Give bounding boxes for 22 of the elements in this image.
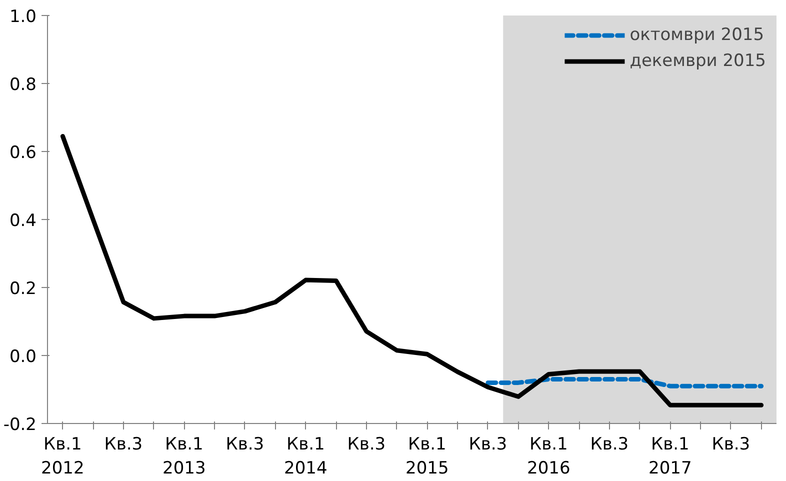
x-tick-label: Кв.3 [347,434,386,454]
x-tick-label: Кв.1 2013 [162,434,206,478]
legend-label: октомври 2015 [630,25,764,45]
x-tick-label: Кв.1 2017 [648,434,692,478]
x-tick-label: Кв.1 2014 [284,434,328,478]
legend-label: декември 2015 [630,51,766,71]
line-series [60,134,764,408]
x-tick-label: Кв.1 2015 [406,434,449,478]
y-tick-label: 0.0 [9,347,37,367]
x-tick-label: Кв.3 [590,434,629,454]
y-tick-label: 0.6 [9,143,37,163]
y-tick-label: -0.2 [3,415,36,435]
x-tick-label: Кв.3 [468,434,508,454]
x-tick-label: Кв.3 [712,434,750,454]
x-tick-label: Кв.3 [104,434,143,454]
x-tick-label: Кв.1 2012 [41,434,84,478]
x-tick-label: Кв.1 2016 [527,434,570,478]
y-tick-label: 0.8 [9,75,37,95]
y-tick-label: 0.2 [9,279,37,299]
y-tick-label: 1.0 [9,7,37,27]
y-tick-label: 0.4 [9,211,37,231]
x-tick-label: Кв.3 [226,434,264,454]
